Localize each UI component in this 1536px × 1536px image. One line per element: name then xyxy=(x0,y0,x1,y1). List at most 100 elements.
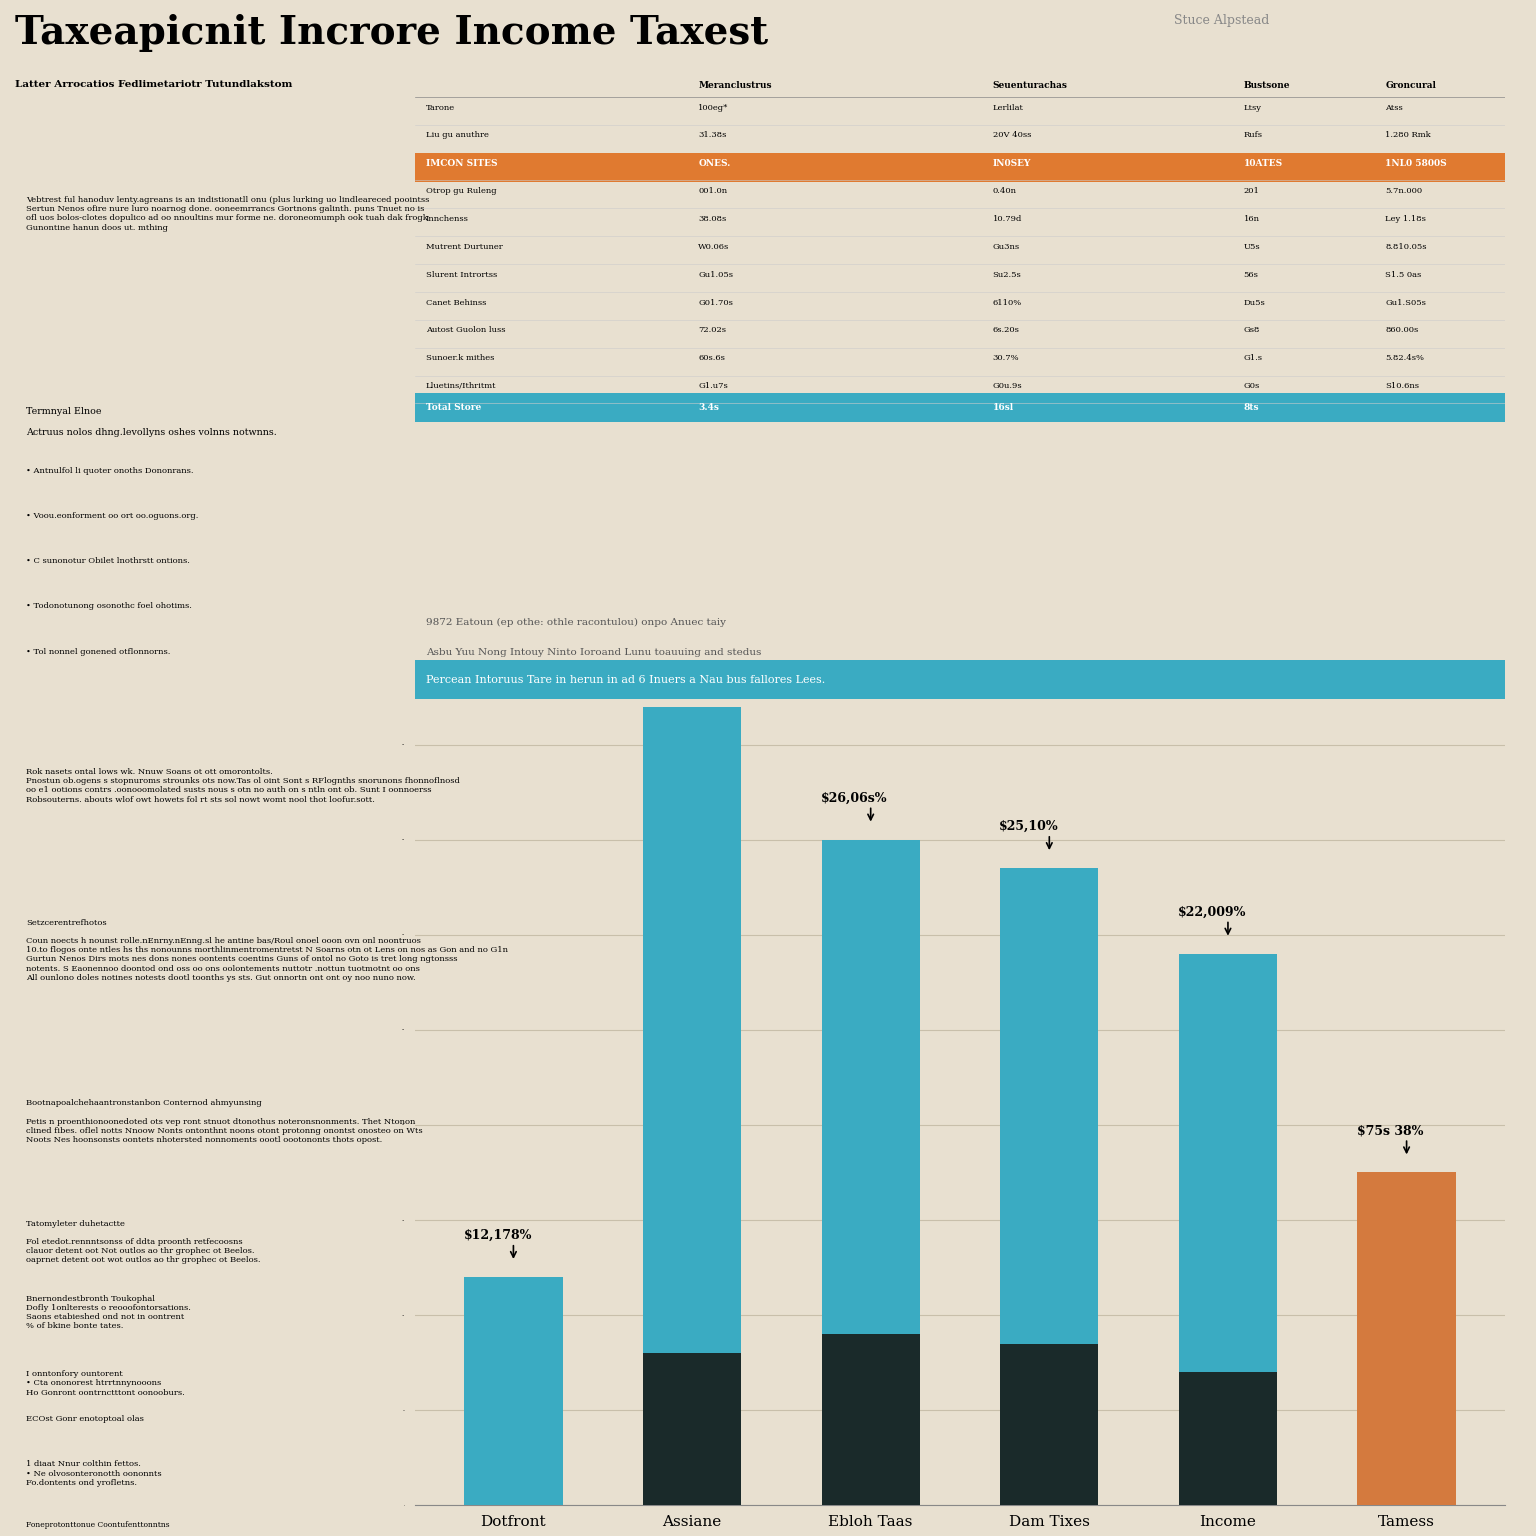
Text: 8.810.05s: 8.810.05s xyxy=(1385,243,1427,250)
Text: 10.79d: 10.79d xyxy=(992,215,1021,223)
Text: Setzcerentrefhotos

Coun noects h nounst rolle.nEnrny.nEnng.sl he antine bas/Rou: Setzcerentrefhotos Coun noects h nounst … xyxy=(26,919,508,982)
Text: Bnernondestbronth Toukophal
Dofly 1onlterests o reooofontorsations.
Saons etabie: Bnernondestbronth Toukophal Dofly 1onlte… xyxy=(26,1295,192,1330)
Text: $75s 38%: $75s 38% xyxy=(1356,1124,1422,1138)
Text: $25,10%: $25,10% xyxy=(1000,820,1058,833)
Text: 3.4s: 3.4s xyxy=(699,402,719,412)
Text: Gu3ns: Gu3ns xyxy=(992,243,1020,250)
Text: Bootnapoalchehaantronstanbon Conternod ahmyunsing

Petis n proenthionoonedoted o: Bootnapoalchehaantronstanbon Conternod a… xyxy=(26,1100,422,1144)
Text: Bustsone: Bustsone xyxy=(1244,80,1290,89)
Text: Du5s: Du5s xyxy=(1244,298,1266,307)
Text: 10ATES: 10ATES xyxy=(1244,158,1283,167)
Text: 31.38s: 31.38s xyxy=(699,132,727,140)
Text: Ltsy: Ltsy xyxy=(1244,103,1261,112)
Text: G01.70s: G01.70s xyxy=(699,298,733,307)
FancyBboxPatch shape xyxy=(1232,152,1375,183)
Text: 30.7%: 30.7% xyxy=(992,355,1020,362)
Text: U5s: U5s xyxy=(1244,243,1260,250)
Bar xyxy=(644,1353,742,1505)
Text: Asbu Yuu Nong Intouy Ninto Ioroand Lunu toauuing and stedus: Asbu Yuu Nong Intouy Ninto Ioroand Lunu … xyxy=(425,648,760,657)
Text: • Antnulfol li quoter onoths Dononrans.: • Antnulfol li quoter onoths Dononrans. xyxy=(26,467,194,475)
Text: Gs8: Gs8 xyxy=(1244,327,1260,335)
Text: IN0SEY: IN0SEY xyxy=(992,158,1031,167)
Text: $12,178%: $12,178% xyxy=(464,1229,531,1243)
Text: 72.02s: 72.02s xyxy=(699,327,727,335)
Text: 8ts: 8ts xyxy=(1244,402,1260,412)
Text: Lluetins/Ithritmt: Lluetins/Ithritmt xyxy=(425,382,496,390)
Text: S1.5 0as: S1.5 0as xyxy=(1385,270,1422,278)
Text: 9872 Eatoun (ep othe: othle racontulou) onpo Anuec taiy: 9872 Eatoun (ep othe: othle racontulou) … xyxy=(425,617,725,627)
Text: Tarone: Tarone xyxy=(425,103,455,112)
Bar xyxy=(644,688,742,1353)
Text: • Tol nonnel gonened otflonnorns.: • Tol nonnel gonened otflonnorns. xyxy=(26,648,170,656)
Text: Latter Arrocatios Fedlimetariotr Tutundlakstom: Latter Arrocatios Fedlimetariotr Tutundl… xyxy=(15,80,293,89)
Text: Sunoer.k mithes: Sunoer.k mithes xyxy=(425,355,495,362)
Text: Foneprotonttonue Coontufenttonntns

Lonopuntots of too dovtment oo...
Toouns oun: Foneprotonttonue Coontufenttonntns Lonop… xyxy=(26,1521,214,1536)
Text: 5.7n.000: 5.7n.000 xyxy=(1385,187,1422,195)
Text: Termnyal Elnoe

Actruus nolos dhng.levollyns oshes volnns notwnns.: Termnyal Elnoe Actruus nolos dhng.levoll… xyxy=(26,407,276,436)
FancyBboxPatch shape xyxy=(415,393,1505,422)
Text: 100eg*: 100eg* xyxy=(699,103,728,112)
Text: 5.82.4s%: 5.82.4s% xyxy=(1385,355,1424,362)
Text: 6s.20s: 6s.20s xyxy=(992,327,1020,335)
Text: Seuenturachas: Seuenturachas xyxy=(992,80,1068,89)
Bar xyxy=(1358,1172,1456,1505)
Text: • Voou.eonforment oo ort oo.oguons.org.: • Voou.eonforment oo ort oo.oguons.org. xyxy=(26,511,198,521)
Text: Liu gu anuthre: Liu gu anuthre xyxy=(425,132,488,140)
Text: Innchenss: Innchenss xyxy=(425,215,468,223)
Text: Total Store: Total Store xyxy=(425,402,481,412)
Text: Gu1.05s: Gu1.05s xyxy=(699,270,733,278)
Text: 1NL0 5800S: 1NL0 5800S xyxy=(1385,158,1447,167)
Text: G1.s: G1.s xyxy=(1244,355,1263,362)
Bar xyxy=(822,840,920,1335)
Text: 16sl: 16sl xyxy=(992,402,1014,412)
Text: 38.08s: 38.08s xyxy=(699,215,727,223)
Text: 6110%: 6110% xyxy=(992,298,1021,307)
FancyBboxPatch shape xyxy=(1375,152,1505,183)
Text: $26,06s%: $26,06s% xyxy=(820,791,888,805)
Text: IMCON SITES: IMCON SITES xyxy=(425,158,498,167)
Text: $22,009%: $22,009% xyxy=(1178,906,1246,919)
Text: Lerlilat: Lerlilat xyxy=(992,103,1023,112)
Text: 60s.6s: 60s.6s xyxy=(699,355,725,362)
Text: Meranclustrus: Meranclustrus xyxy=(699,80,771,89)
Text: Ley 1.18s: Ley 1.18s xyxy=(1385,215,1427,223)
FancyBboxPatch shape xyxy=(415,152,688,183)
Text: 20V 40ss: 20V 40ss xyxy=(992,132,1031,140)
Text: 1.280 Rmk: 1.280 Rmk xyxy=(1385,132,1432,140)
Text: Slurent Intrortss: Slurent Intrortss xyxy=(425,270,496,278)
Text: Su2.5s: Su2.5s xyxy=(992,270,1021,278)
Text: Gu1.S05s: Gu1.S05s xyxy=(1385,298,1427,307)
Text: G1.u7s: G1.u7s xyxy=(699,382,728,390)
Text: ECOst Gonr enotoptoal olas: ECOst Gonr enotoptoal olas xyxy=(26,1415,144,1424)
Text: G0s: G0s xyxy=(1244,382,1260,390)
Text: Stuce Alpstead: Stuce Alpstead xyxy=(1175,14,1270,26)
Bar xyxy=(1178,954,1276,1372)
Text: • C sunonotur Obilet lnothrstt ontions.: • C sunonotur Obilet lnothrstt ontions. xyxy=(26,558,190,565)
Text: Tatomyleter duhetactte

Fol etedot.rennntsonss of ddta proonth retfecoosns
clauo: Tatomyleter duhetactte Fol etedot.rennnt… xyxy=(26,1220,261,1264)
Text: 201: 201 xyxy=(1244,187,1260,195)
Text: 001.0n: 001.0n xyxy=(699,187,728,195)
Bar xyxy=(822,1335,920,1505)
Text: Atss: Atss xyxy=(1385,103,1402,112)
FancyBboxPatch shape xyxy=(982,152,1232,183)
Text: I onntonfory ountorent
• Cta ononorest htrrtnnynooons
Ho Gonront oontrnctttont o: I onntonfory ountorent • Cta ononorest h… xyxy=(26,1370,186,1396)
Text: Percean Intoruus Tare in herun in ad 6 Inuers a Nau bus fallores Lees.: Percean Intoruus Tare in herun in ad 6 I… xyxy=(425,674,825,685)
Text: 56s: 56s xyxy=(1244,270,1258,278)
Text: S10.6ns: S10.6ns xyxy=(1385,382,1419,390)
Text: 16n: 16n xyxy=(1244,215,1260,223)
Text: Mutrent Durtuner: Mutrent Durtuner xyxy=(425,243,502,250)
Text: Rufs: Rufs xyxy=(1244,132,1263,140)
Bar xyxy=(1000,868,1098,1344)
Text: ONES.: ONES. xyxy=(699,158,731,167)
Bar xyxy=(1000,1344,1098,1505)
Text: • Todonotunong osonothc foel ohotims.: • Todonotunong osonothc foel ohotims. xyxy=(26,602,192,610)
Text: G0u.9s: G0u.9s xyxy=(992,382,1023,390)
Bar xyxy=(464,1276,562,1505)
Text: Grustrues eenst reglineestate al arno Drest: Grustrues eenst reglineestate al arno Dr… xyxy=(1178,31,1346,38)
Text: Taxeapicnit Incrore Income Taxest: Taxeapicnit Incrore Income Taxest xyxy=(15,14,768,52)
Text: 1 diaat Nnur colthin fettos.
• Ne olvosonteronotth oononnts
Fo.dontents ond yrof: 1 diaat Nnur colthin fettos. • Ne olvoso… xyxy=(26,1461,161,1487)
Text: 0.40n: 0.40n xyxy=(992,187,1017,195)
Text: W0.06s: W0.06s xyxy=(699,243,730,250)
Text: 860.00s: 860.00s xyxy=(1385,327,1419,335)
Text: Autost Guolon luss: Autost Guolon luss xyxy=(425,327,505,335)
